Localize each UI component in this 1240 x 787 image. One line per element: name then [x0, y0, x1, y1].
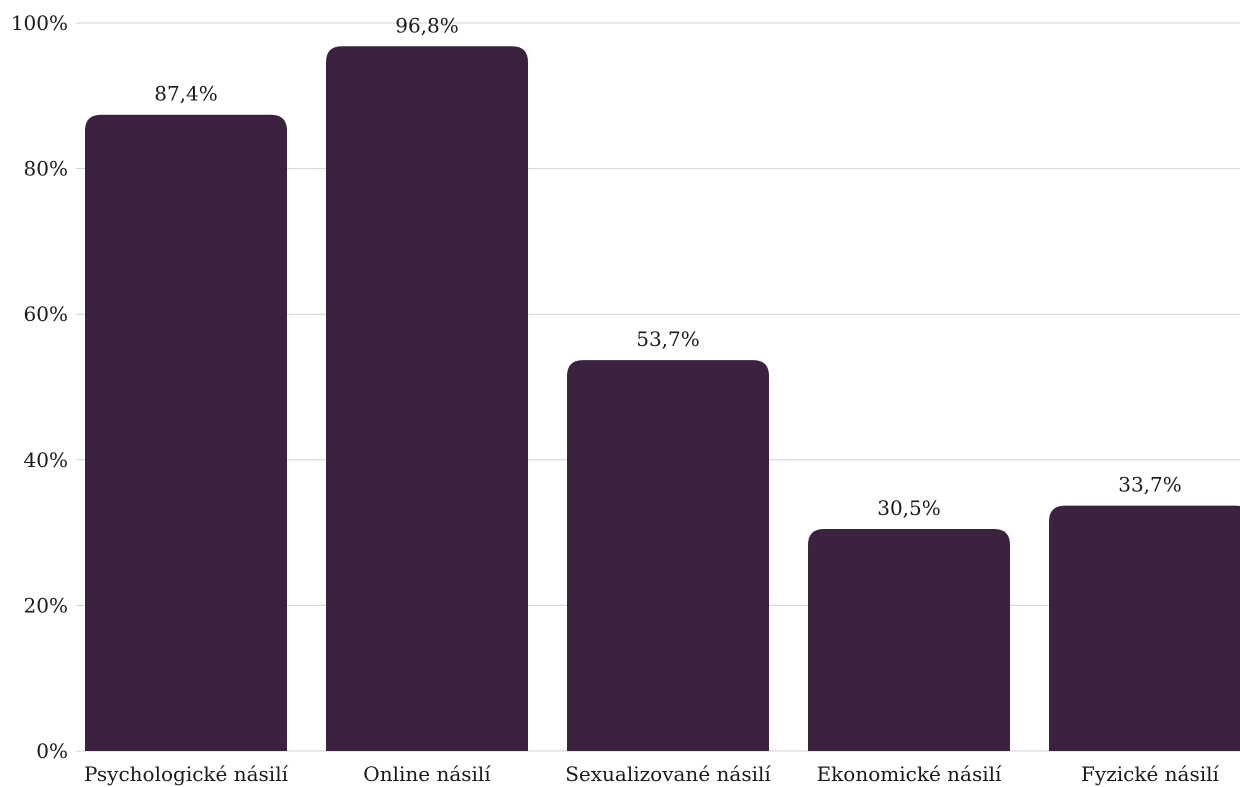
data-label: 53,7% [636, 327, 700, 351]
data-label: 33,7% [1118, 473, 1182, 497]
x-tick-label: Sexualizované násilí [565, 762, 771, 786]
bar [1049, 505, 1240, 751]
data-label: 87,4% [154, 82, 218, 106]
data-label: 96,8% [395, 13, 459, 37]
y-tick-label: 40% [24, 448, 68, 472]
y-tick-label: 0% [36, 739, 68, 763]
bar [85, 114, 287, 751]
x-axis: Psychologické násilí Online násilí Sexuali… [84, 762, 1220, 786]
bars [85, 46, 1240, 751]
y-tick-label: 100% [11, 11, 68, 35]
x-tick-label: Ekonomické násilí [817, 762, 1002, 786]
y-tick-label: 20% [24, 593, 68, 617]
x-tick-label: Online násilí [363, 762, 491, 786]
bar [567, 360, 769, 751]
y-axis: 0% 20% 40% 60% 80% 100% [11, 11, 68, 763]
x-tick-label: Fyzické násilí [1081, 762, 1219, 786]
data-label: 30,5% [877, 496, 941, 520]
bar [808, 528, 1010, 751]
x-tick-label: Psychologické násilí [84, 762, 289, 786]
bar [326, 46, 528, 751]
y-tick-label: 60% [24, 302, 68, 326]
y-tick-label: 80% [24, 157, 68, 181]
data-labels: 87,4% 96,8% 53,7% 30,5% 33,7% [154, 13, 1182, 520]
